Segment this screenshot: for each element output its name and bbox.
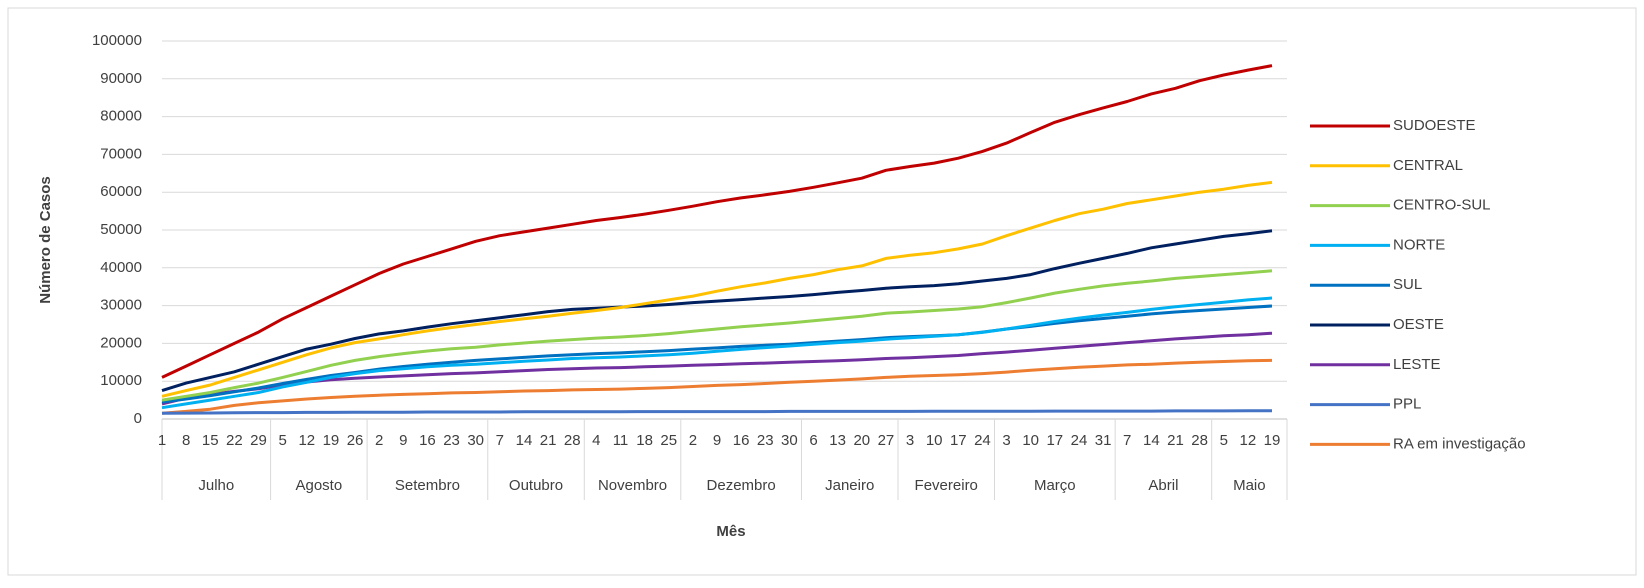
x-tick-label: 5 (1220, 432, 1228, 449)
x-tick-label: 11 (613, 432, 629, 449)
x-tick-label: 1 (158, 432, 166, 449)
x-axis-title: Mês (716, 523, 745, 540)
x-tick-label: 30 (467, 432, 484, 449)
y-tick-label: 50000 (100, 221, 142, 238)
y-axis-title: Número de Casos (37, 176, 54, 304)
x-group-label: Janeiro (825, 477, 874, 494)
x-tick-label: 17 (950, 432, 967, 449)
legend-label: NORTE (1393, 236, 1445, 253)
chart-border (7, 7, 1637, 576)
y-tick-label: 60000 (100, 183, 142, 200)
x-tick-label: 17 (1046, 432, 1063, 449)
x-tick-label: 21 (540, 432, 557, 449)
x-tick-label: 15 (202, 432, 219, 449)
y-tick-label: 70000 (100, 145, 142, 162)
y-tick-label: 20000 (100, 334, 142, 351)
x-tick-label: 13 (829, 432, 846, 449)
x-group-label: Março (1034, 477, 1076, 494)
x-tick-label: 24 (1071, 432, 1088, 449)
x-tick-label: 26 (347, 432, 364, 449)
series-line (161, 269, 1273, 402)
x-tick-label: 12 (298, 432, 315, 449)
x-tick-label: 7 (496, 432, 504, 449)
y-tick-label: 40000 (100, 259, 142, 276)
series-line (161, 229, 1273, 393)
x-tick-label: 21 (1167, 432, 1184, 449)
x-tick-label: 3 (906, 432, 914, 449)
x-tick-label: 6 (809, 432, 817, 449)
series-line (161, 358, 1273, 415)
x-tick-label: 16 (733, 432, 750, 449)
x-group-label: Novembro (598, 477, 667, 494)
x-tick-label: 29 (250, 432, 267, 449)
x-tick-label: 2 (375, 432, 383, 449)
x-tick-label: 4 (592, 432, 600, 449)
x-tick-label: 7 (1123, 432, 1131, 449)
x-group-label: Setembro (395, 477, 460, 494)
x-group-label: Abril (1148, 477, 1178, 494)
x-tick-label: 30 (781, 432, 798, 449)
y-tick-label: 10000 (100, 372, 142, 389)
x-tick-label: 9 (713, 432, 721, 449)
x-tick-label: 10 (1022, 432, 1039, 449)
y-tick-label: 90000 (100, 70, 142, 87)
series-line (161, 180, 1273, 398)
x-tick-label: 19 (1264, 432, 1281, 449)
x-tick-label: 31 (1095, 432, 1112, 449)
x-group-label: Fevereiro (915, 477, 978, 494)
x-tick-label: 19 (323, 432, 340, 449)
x-tick-label: 28 (564, 432, 581, 449)
x-tick-label: 8 (182, 432, 190, 449)
x-tick-label: 14 (516, 432, 533, 449)
x-tick-label: 2 (689, 432, 697, 449)
x-group-label: Julho (198, 477, 234, 494)
x-tick-label: 3 (1002, 432, 1010, 449)
x-tick-label: 24 (974, 432, 991, 449)
legend-label: SUL (1393, 276, 1422, 293)
y-tick-label: 0 (134, 410, 142, 427)
x-tick-label: 25 (660, 432, 677, 449)
x-group-label: Maio (1233, 477, 1266, 494)
x-group-label: Agosto (295, 477, 342, 494)
x-group-label: Outubro (509, 477, 563, 494)
x-tick-label: 10 (926, 432, 943, 449)
y-tick-label: 30000 (100, 297, 142, 314)
x-tick-label: 22 (226, 432, 243, 449)
series-line (161, 64, 1273, 379)
series-line (161, 331, 1273, 406)
x-tick-label: 20 (853, 432, 870, 449)
x-tick-label: 23 (443, 432, 460, 449)
series-line (161, 296, 1273, 410)
legend-label: CENTRAL (1393, 157, 1463, 174)
legend-label: PPL (1393, 396, 1421, 413)
series-line (161, 409, 1272, 415)
legend-label: CENTRO-SUL (1393, 197, 1491, 214)
x-tick-label: 28 (1191, 432, 1208, 449)
x-tick-label: 23 (757, 432, 774, 449)
x-tick-label: 27 (878, 432, 895, 449)
x-group-label: Dezembro (707, 477, 776, 494)
x-tick-label: 18 (636, 432, 653, 449)
legend-label: LESTE (1393, 356, 1441, 373)
x-tick-label: 14 (1143, 432, 1160, 449)
x-tick-label: 12 (1240, 432, 1257, 449)
x-tick-label: 5 (278, 432, 286, 449)
y-tick-label: 80000 (100, 108, 142, 125)
legend-label: SUDOESTE (1393, 117, 1476, 134)
x-tick-label: 9 (399, 432, 407, 449)
legend-label: OESTE (1393, 316, 1444, 333)
x-tick-label: 16 (419, 432, 436, 449)
y-tick-label: 100000 (92, 32, 142, 49)
legend-label: RA em investigação (1393, 435, 1526, 452)
